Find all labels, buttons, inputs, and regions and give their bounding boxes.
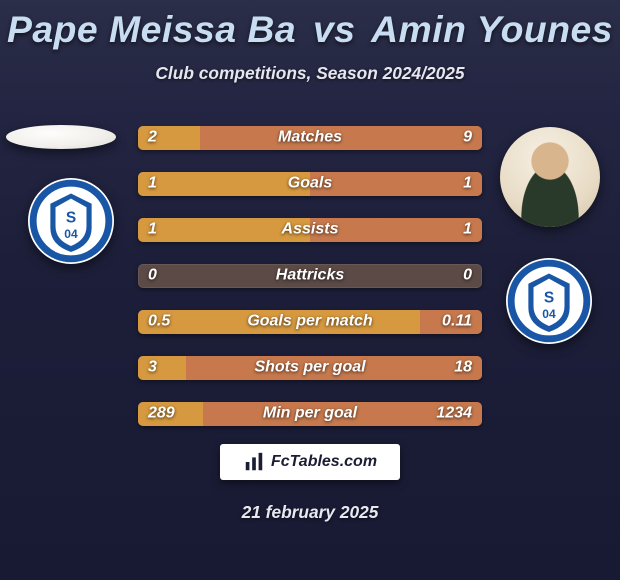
stat-label: Goals	[288, 175, 332, 193]
stat-value-left: 0.5	[148, 313, 170, 331]
stat-row: 1 1 Goals	[138, 172, 482, 196]
player-left-avatar	[6, 125, 116, 149]
stat-row: 1 1 Assists	[138, 218, 482, 242]
schalke-badge-icon: S 04	[28, 178, 114, 264]
stat-value-right: 9	[463, 129, 472, 147]
stat-value-right: 1	[463, 221, 472, 239]
stat-row: 0.5 0.11 Goals per match	[138, 310, 482, 334]
stat-value-right: 1	[463, 175, 472, 193]
player-left-club-badge: S 04	[28, 178, 114, 264]
stat-label: Assists	[282, 221, 339, 239]
stat-row: 2 9 Matches	[138, 126, 482, 150]
stat-value-left: 0	[148, 267, 157, 285]
stats-list: 29Matches11Goals11Assists00Hattricks0.50…	[138, 126, 482, 426]
stat-value-left: 1	[148, 175, 157, 193]
svg-text:04: 04	[542, 307, 556, 321]
stat-fill-right	[310, 172, 482, 196]
stat-label: Hattricks	[276, 267, 344, 285]
date-line: 21 february 2025	[0, 502, 620, 523]
schalke-badge-icon: S 04	[506, 258, 592, 344]
player-right-avatar	[500, 127, 600, 227]
player-right-name: Amin Younes	[371, 8, 613, 50]
svg-text:04: 04	[64, 227, 78, 241]
stat-row: 3 18 Shots per goal	[138, 356, 482, 380]
stat-value-right: 0.11	[442, 313, 472, 331]
vs-separator: vs	[313, 8, 356, 50]
stat-value-left: 289	[148, 405, 175, 423]
stat-label: Goals per match	[247, 313, 372, 331]
stat-fill-left	[138, 356, 186, 380]
subtitle: Club competitions, Season 2024/2025	[0, 63, 620, 84]
stat-row: 289 1234 Min per goal	[138, 402, 482, 426]
comparison-title: Pape Meissa Ba vs Amin Younes	[0, 0, 620, 51]
svg-text:S: S	[544, 290, 554, 307]
stat-value-left: 2	[148, 129, 157, 147]
player-right-club-badge: S 04	[506, 258, 592, 344]
stat-label: Min per goal	[263, 405, 357, 423]
stat-value-left: 1	[148, 221, 157, 239]
stat-fill-left	[138, 172, 310, 196]
bar-chart-icon	[243, 451, 265, 473]
stat-value-left: 3	[148, 359, 157, 377]
stat-value-right: 1234	[436, 405, 472, 423]
fctables-logo: FcTables.com	[220, 444, 400, 480]
comparison-card: Pape Meissa Ba vs Amin Younes Club compe…	[0, 0, 620, 580]
stat-value-right: 0	[463, 267, 472, 285]
player-left-name: Pape Meissa Ba	[7, 8, 296, 50]
stat-label: Shots per goal	[254, 359, 365, 377]
fctables-logo-text: FcTables.com	[271, 453, 377, 471]
stat-label: Matches	[278, 129, 342, 147]
stat-value-right: 18	[454, 359, 472, 377]
stat-row: 0 0 Hattricks	[138, 264, 482, 288]
svg-text:S: S	[66, 210, 76, 227]
